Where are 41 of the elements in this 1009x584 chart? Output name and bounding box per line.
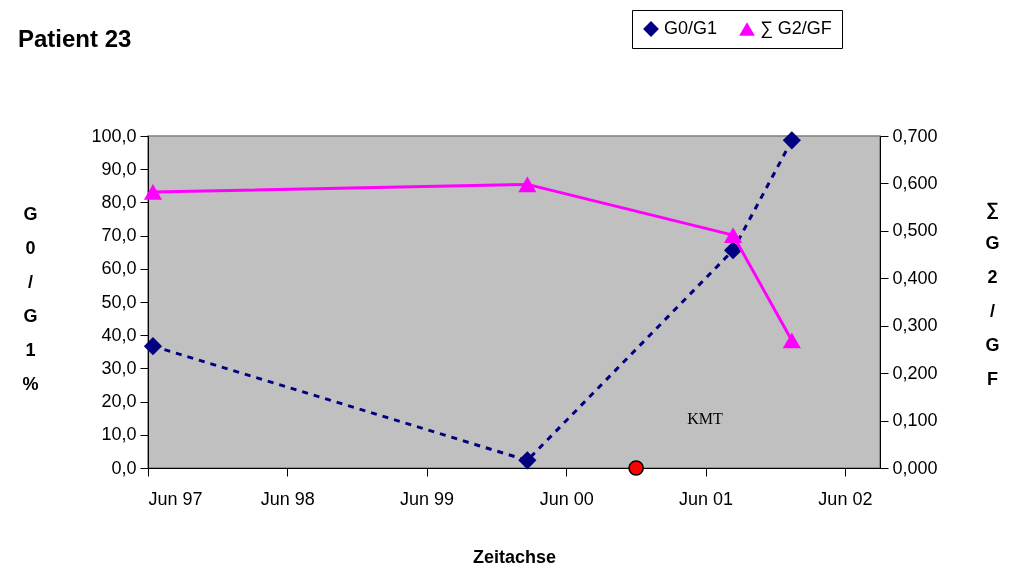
y2-tick-label: 0,000 xyxy=(892,457,938,478)
y-axis-title: G0/G1 % xyxy=(22,203,39,394)
point xyxy=(782,332,801,349)
y-tick-label: 30,0 xyxy=(101,357,137,378)
y-tick-label: 100,0 xyxy=(91,125,137,146)
x-tick-label: Jun 99 xyxy=(400,488,455,509)
x-tick-label: Jun 97 xyxy=(148,488,203,509)
y2-tick-label: 0,100 xyxy=(892,410,938,431)
y-tick-label: 50,0 xyxy=(101,291,137,312)
x-tick-label: Jun 00 xyxy=(539,488,594,509)
y-tick-label: 20,0 xyxy=(101,391,137,412)
y2-axis-title: ∑ G2/GF xyxy=(985,198,1000,389)
x-tick-label: Jun 98 xyxy=(260,488,315,509)
y2-tick-label: 0,700 xyxy=(892,125,938,146)
y-tick-label: 0,0 xyxy=(111,457,137,478)
y2-tick-label: 0,200 xyxy=(892,362,938,383)
chart-title: Patient 23 xyxy=(18,25,132,52)
legend-label: G0/G1 xyxy=(664,18,718,38)
point xyxy=(782,131,801,150)
y2-tick-label: 0,500 xyxy=(892,220,938,241)
y-tick-label: 90,0 xyxy=(101,158,137,179)
y-tick-label: 70,0 xyxy=(101,225,137,246)
point xyxy=(143,184,163,200)
x-tick-label: Jun 02 xyxy=(818,488,873,509)
point xyxy=(518,451,537,470)
annotation: KMT xyxy=(687,410,723,427)
y-tick-label: 80,0 xyxy=(101,191,137,212)
x-tick-label: Jun 01 xyxy=(679,488,734,509)
legend-label: ∑ G2/GF xyxy=(760,18,832,38)
y2-tick-label: 0,400 xyxy=(892,267,938,288)
point xyxy=(723,241,743,260)
point xyxy=(518,176,537,193)
point xyxy=(723,227,743,243)
y2-tick-label: 0,300 xyxy=(892,315,938,336)
y2-tick-label: 0,600 xyxy=(892,172,938,193)
x-axis-title: Zeitachse xyxy=(472,546,557,567)
y-tick-label: 40,0 xyxy=(101,324,137,345)
point xyxy=(628,460,644,476)
point xyxy=(143,337,163,356)
y-tick-label: 10,0 xyxy=(101,424,137,445)
y-tick-label: 60,0 xyxy=(101,258,137,279)
